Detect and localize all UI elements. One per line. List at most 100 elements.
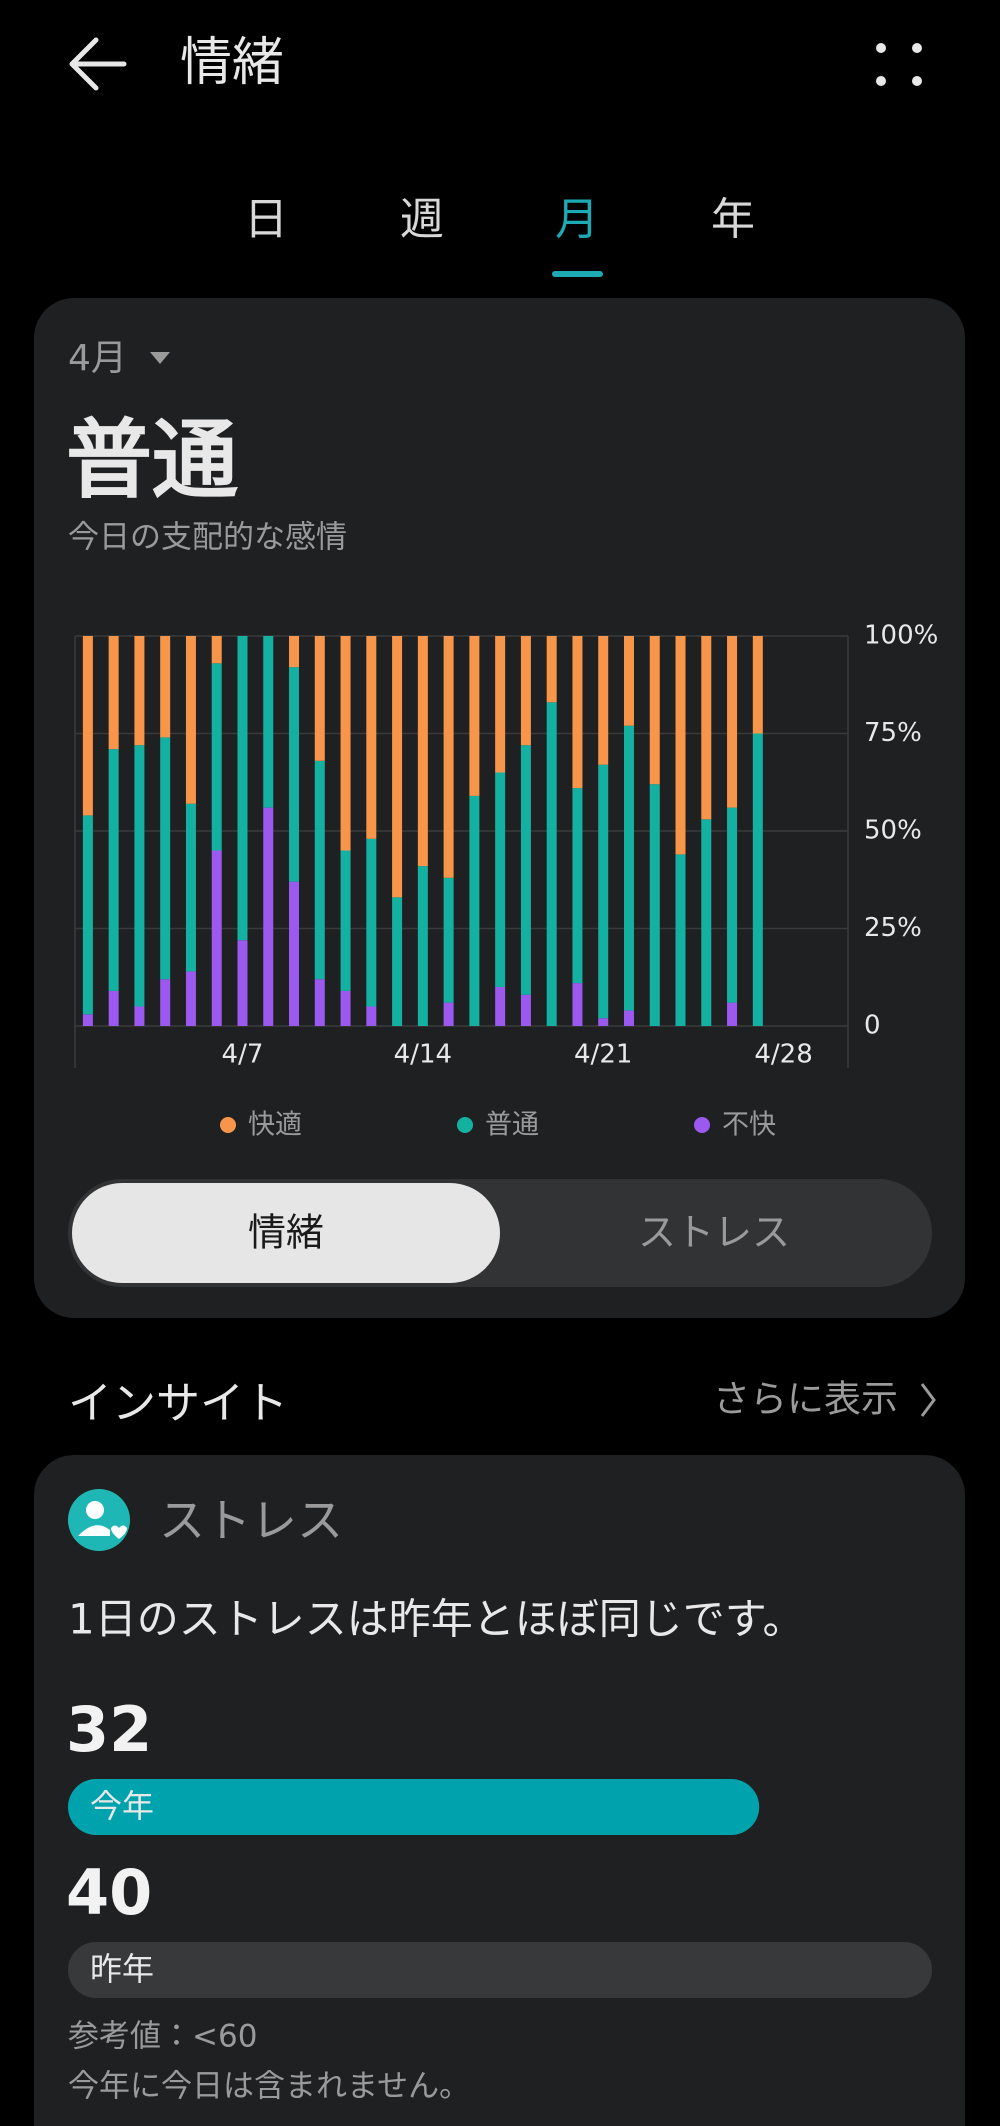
- bar-segment: [314, 760, 325, 980]
- bar-segment: [134, 1006, 145, 1026]
- bar-segment: [314, 979, 325, 1026]
- y-tick-label: 75%: [864, 718, 922, 748]
- comparison-label: 昨年: [90, 1950, 154, 1988]
- bar-segment: [520, 745, 531, 995]
- legend-marker: [457, 1117, 473, 1133]
- bar-segment: [546, 702, 557, 1026]
- bar-segment: [623, 636, 634, 726]
- bar-segment: [701, 636, 712, 820]
- bar-segment: [417, 866, 428, 1026]
- insight-message: 1日のストレスは昨年とほぼ同じです。: [68, 1595, 805, 1644]
- bar-segment: [649, 784, 660, 1026]
- back-button[interactable]: [69, 37, 127, 91]
- comparison-value: 32: [66, 1693, 152, 1766]
- bar-segment: [727, 807, 738, 1003]
- bar-segment: [340, 850, 351, 991]
- bar-segment: [623, 1010, 634, 1026]
- bar-segment: [752, 733, 763, 1026]
- period-tabs: 日週月年: [244, 194, 755, 245]
- bar-segment: [160, 979, 171, 1026]
- bar-segment: [443, 636, 454, 878]
- tab-indicator: [552, 271, 603, 277]
- reference: 参考値：<60: [68, 2019, 257, 2055]
- tab[interactable]: 年: [711, 194, 755, 245]
- bar-segment: [469, 795, 480, 1026]
- chevron: [920, 1383, 936, 1417]
- x-tick-label: 4/28: [754, 1040, 812, 1070]
- tab[interactable]: 週: [400, 194, 444, 245]
- legend-label: 不快: [722, 1110, 776, 1141]
- bar-segment: [134, 745, 145, 1007]
- bar-segment: [340, 990, 351, 1026]
- bar-segment: [727, 1002, 738, 1026]
- icon-heart: [111, 1525, 127, 1539]
- comparison-bar: [68, 1942, 932, 1998]
- bar-segment: [108, 749, 119, 991]
- bar-segment: [211, 636, 222, 664]
- page-title: 情緒: [180, 33, 284, 93]
- note: 今年に今日は含まれません。: [68, 2069, 470, 2105]
- bar-segment: [366, 636, 377, 839]
- tab[interactable]: 月: [555, 194, 599, 245]
- dominant-mood: 普通: [66, 410, 238, 510]
- tab[interactable]: 日: [244, 194, 288, 245]
- mood-chart: 0 25% 50% 75% 100% 4/7 4/14 4/21 4/28: [75, 621, 938, 1070]
- insight-category: ストレス: [159, 1494, 343, 1548]
- month-selector[interactable]: 4月: [68, 338, 127, 379]
- bar-segment: [598, 636, 609, 765]
- stress-icon: [68, 1489, 130, 1551]
- y-tick-label: 0: [864, 1011, 881, 1041]
- legend-label: 快適: [248, 1110, 302, 1141]
- bar-segment: [314, 636, 325, 761]
- bar-segment: [366, 1006, 377, 1026]
- toggle-selected[interactable]: [72, 1183, 500, 1283]
- toggle-option[interactable]: ストレス: [638, 1211, 790, 1255]
- bar-segment: [392, 897, 403, 1026]
- bar-segment: [211, 850, 222, 1026]
- comparison-label: 今年: [90, 1787, 154, 1825]
- y-tick-label: 100%: [864, 621, 938, 651]
- bar-segment: [469, 636, 480, 796]
- comparison-value: 40: [66, 1856, 152, 1929]
- bar-segment: [82, 636, 93, 816]
- comparison-bar: [68, 1779, 760, 1835]
- bar-segment: [134, 636, 145, 746]
- dominant-caption: 今日の支配的な感情: [68, 520, 347, 556]
- bar-segment: [237, 636, 248, 941]
- dropdown-arrow: [150, 352, 170, 364]
- icon-head: [86, 1501, 104, 1519]
- bar-segment: [289, 636, 300, 668]
- y-tick-label: 25%: [864, 913, 922, 943]
- bar-segment: [495, 987, 506, 1026]
- y-tick-label: 50%: [864, 816, 922, 846]
- bar-segment: [495, 772, 506, 987]
- legend-marker: [694, 1117, 710, 1133]
- bar-segment: [211, 663, 222, 851]
- more-link[interactable]: さらに表示: [713, 1378, 898, 1421]
- bar-segment: [649, 636, 660, 785]
- bar-segment: [82, 1014, 93, 1026]
- bar-segment: [392, 636, 403, 898]
- bar-segment: [366, 838, 377, 1007]
- toggle-option[interactable]: 情緒: [248, 1211, 324, 1255]
- menu-button[interactable]: [876, 43, 922, 86]
- bar-segment: [263, 636, 274, 808]
- bar-segment: [417, 636, 428, 867]
- section-title: インサイト: [68, 1378, 288, 1429]
- bar-segment: [572, 983, 583, 1026]
- bar-segment: [108, 990, 119, 1026]
- bar-segment: [185, 636, 196, 804]
- bar-segment: [675, 636, 686, 855]
- comparison: 32 今年 40 昨年: [66, 1693, 932, 1998]
- bar-segment: [675, 854, 686, 1026]
- bar-segment: [623, 725, 634, 1011]
- bar-segment: [160, 636, 171, 738]
- bar-segment: [752, 636, 763, 734]
- bar-segment: [237, 940, 248, 1026]
- bar-segment: [289, 881, 300, 1026]
- bar-segment: [108, 636, 119, 750]
- bar-segment: [185, 803, 196, 972]
- x-tick-label: 4/7: [222, 1040, 264, 1070]
